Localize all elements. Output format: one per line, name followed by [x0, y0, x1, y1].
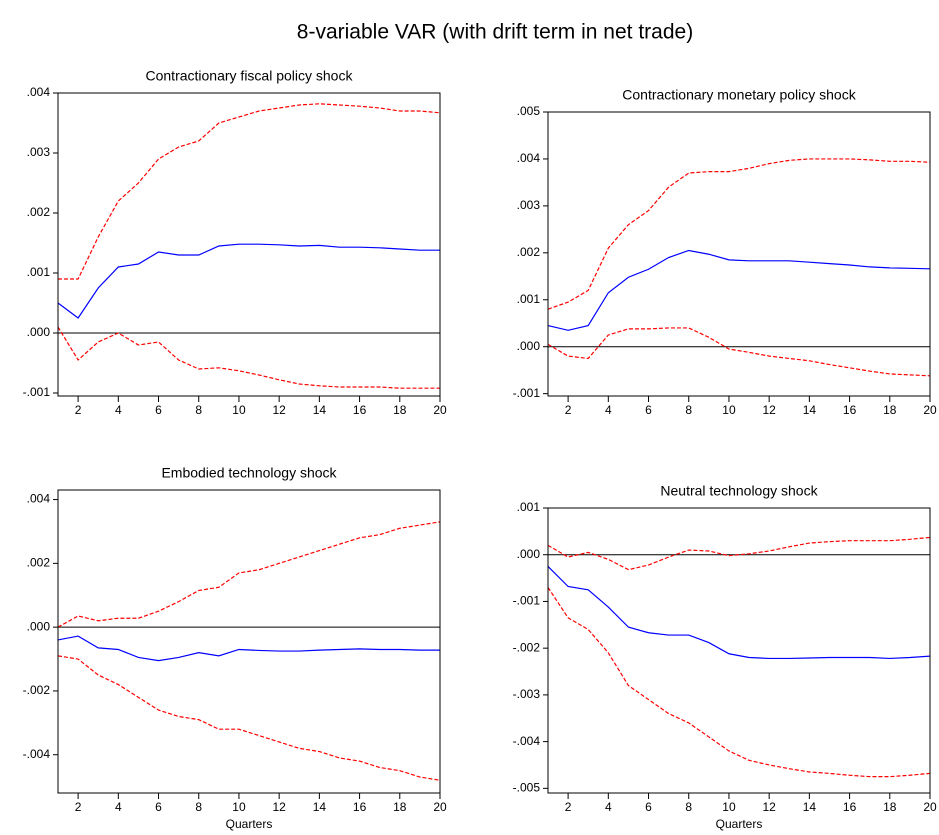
- x-tick-label: 10: [232, 403, 246, 417]
- plot-frame: [57, 92, 441, 397]
- plot-frame: [547, 507, 931, 794]
- x-tick-label: 20: [923, 403, 937, 417]
- y-tick-label: .000: [27, 619, 51, 633]
- y-tick-label: .004: [27, 492, 51, 506]
- x-tick-label: 16: [843, 800, 857, 814]
- x-tick-label: 12: [762, 403, 776, 417]
- x-tick-label: 6: [155, 800, 162, 814]
- figure-title: 8-variable VAR (with drift term in net t…: [297, 21, 693, 44]
- x-tick-label: 14: [803, 403, 817, 417]
- x-tick-label: 6: [155, 403, 162, 417]
- x-tick-label: 2: [565, 403, 572, 417]
- x-tick-label: 20: [433, 800, 447, 814]
- y-tick-label: .002: [27, 556, 51, 570]
- panel: Contractionary fiscal policy shock -.001.…: [23, 68, 447, 417]
- series-line: [547, 327, 931, 377]
- y-tick-label: -.001: [23, 385, 51, 399]
- y-tick-label: .004: [27, 85, 51, 99]
- y-tick-label: .002: [27, 205, 51, 219]
- x-tick-label: 16: [353, 800, 367, 814]
- x-tick-label: 12: [272, 403, 286, 417]
- plot-frame: [547, 111, 931, 397]
- x-tick-label: 20: [923, 800, 937, 814]
- y-tick-label: .000: [517, 339, 541, 353]
- panel: Neutral technology shock -.005 -.004 -.003 -…: [513, 483, 937, 831]
- y-tick-label: -.005: [513, 780, 541, 794]
- x-tick-label: 14: [313, 800, 327, 814]
- x-axis-label: Quarters: [226, 817, 273, 831]
- x-tick-label: 18: [393, 403, 407, 417]
- y-tick-label: -.004: [513, 734, 541, 748]
- y-tick-label: .001: [27, 265, 51, 279]
- series-line: [57, 635, 440, 662]
- y-tick-label: .003: [517, 198, 541, 212]
- y-tick-label: -.001: [513, 594, 541, 608]
- series-line: [57, 326, 440, 389]
- series-line: [57, 655, 441, 781]
- series-line: [547, 249, 931, 331]
- y-tick-label: .001: [517, 500, 541, 514]
- series-line: [57, 521, 441, 628]
- y-tick-label: .003: [27, 145, 51, 159]
- x-tick-label: 6: [645, 800, 652, 814]
- x-tick-label: 16: [353, 403, 367, 417]
- series-line: [58, 103, 441, 280]
- series-line: [547, 565, 931, 660]
- y-tick-label: .001: [517, 292, 541, 306]
- x-tick-label: 4: [115, 403, 122, 417]
- panel-title: Embodied technology shock: [161, 465, 337, 481]
- x-tick-label: 4: [115, 800, 122, 814]
- y-tick-label: -.002: [23, 683, 51, 697]
- panel: Embodied technology shock -.004 -.002 .000.…: [23, 465, 447, 831]
- x-tick-label: 12: [762, 800, 776, 814]
- x-tick-label: 8: [685, 403, 692, 417]
- x-axis-label: Quarters: [716, 817, 763, 831]
- x-tick-label: 2: [75, 800, 82, 814]
- y-tick-label: -.002: [513, 640, 541, 654]
- series-line: [547, 158, 931, 310]
- y-tick-label: -.001: [513, 386, 541, 400]
- panel: Contractionary monetary policy shock -.00…: [513, 87, 937, 417]
- y-tick-label: .000: [517, 547, 541, 561]
- x-tick-label: 20: [433, 403, 447, 417]
- x-tick-label: 18: [393, 800, 407, 814]
- series-line: [547, 536, 931, 571]
- x-tick-label: 8: [195, 403, 202, 417]
- x-tick-label: 12: [272, 800, 286, 814]
- x-tick-label: 6: [645, 403, 652, 417]
- x-tick-label: 2: [75, 403, 82, 417]
- series-line: [57, 243, 440, 319]
- x-tick-label: 18: [883, 403, 897, 417]
- plot-frame: [57, 489, 441, 794]
- x-tick-label: 4: [605, 403, 612, 417]
- panel-title: Neutral technology shock: [660, 483, 818, 499]
- x-tick-label: 16: [843, 403, 857, 417]
- panel-title: Contractionary monetary policy shock: [622, 87, 856, 103]
- x-tick-label: 10: [722, 403, 736, 417]
- y-tick-label: .004: [517, 151, 541, 165]
- x-tick-label: 14: [803, 800, 817, 814]
- x-tick-label: 10: [722, 800, 736, 814]
- y-tick-label: .002: [517, 245, 541, 259]
- y-tick-label: -.003: [513, 687, 541, 701]
- y-tick-label: .005: [517, 104, 541, 118]
- x-tick-label: 10: [232, 800, 246, 814]
- x-tick-label: 4: [605, 800, 612, 814]
- y-tick-label: -.004: [23, 747, 51, 761]
- panel-title: Contractionary fiscal policy shock: [146, 68, 354, 84]
- x-tick-label: 2: [565, 800, 572, 814]
- x-tick-label: 8: [685, 800, 692, 814]
- series-line: [547, 587, 931, 778]
- x-tick-label: 18: [883, 800, 897, 814]
- x-tick-label: 8: [195, 800, 202, 814]
- y-tick-label: .000: [27, 325, 51, 339]
- x-tick-label: 14: [313, 403, 327, 417]
